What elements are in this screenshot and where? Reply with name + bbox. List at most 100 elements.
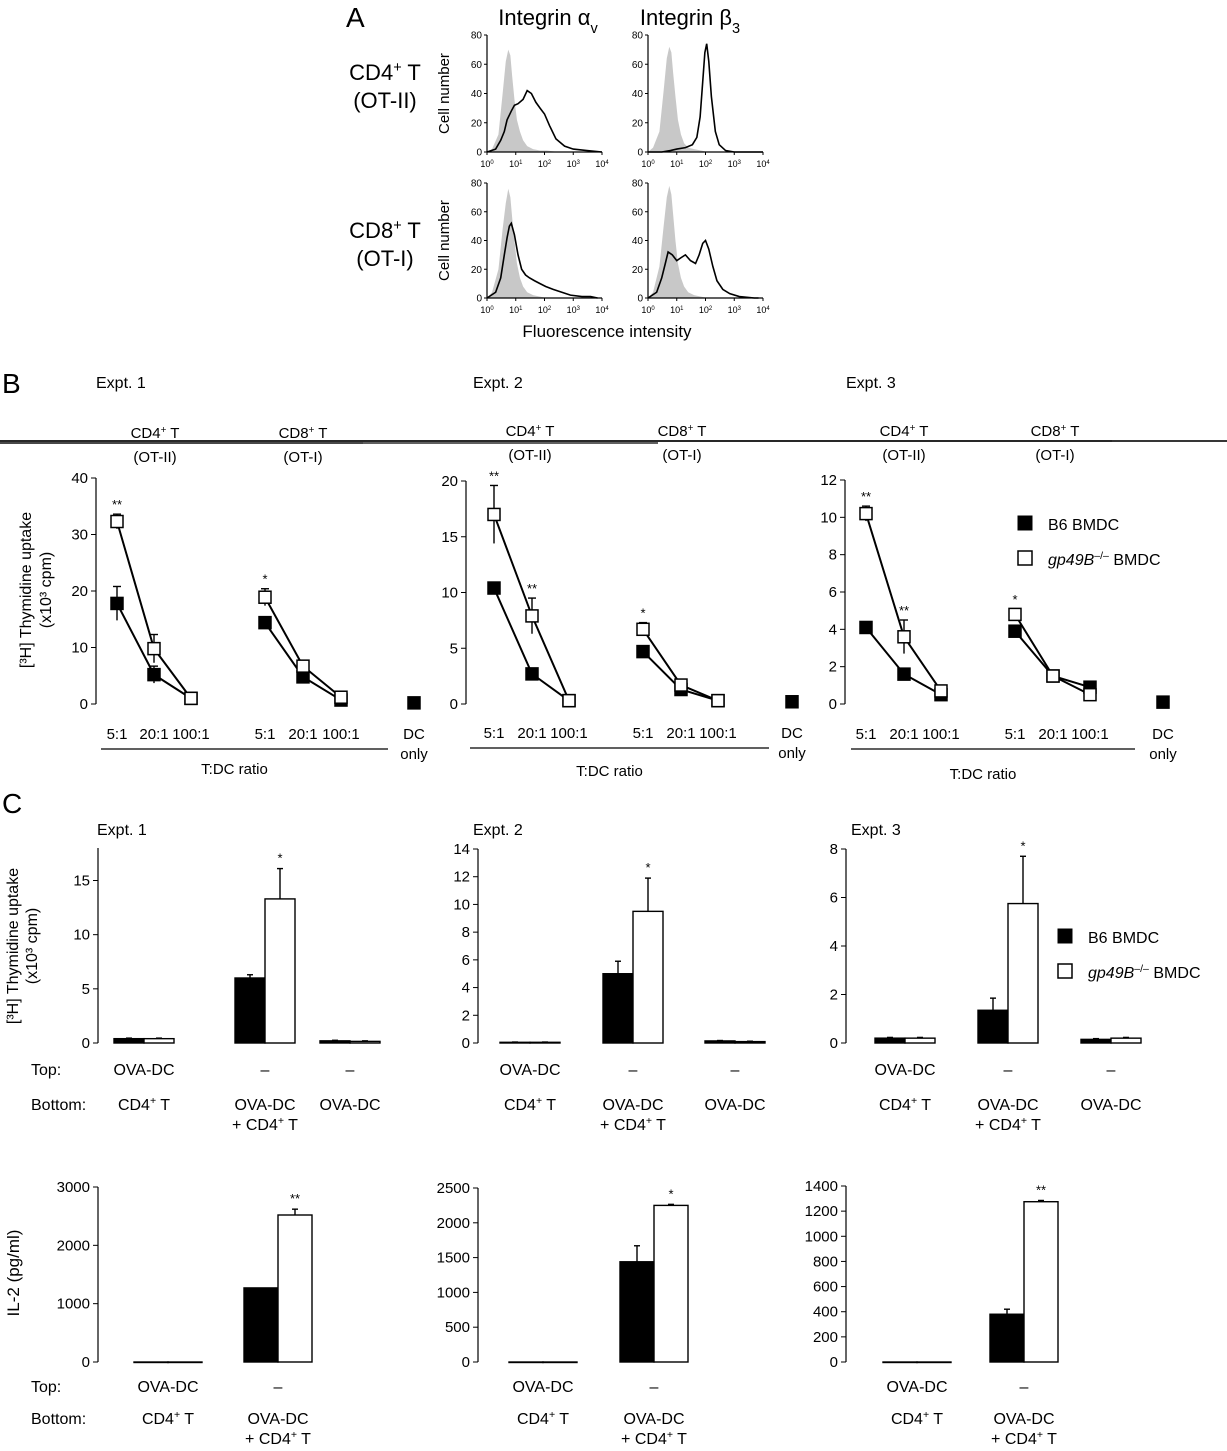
bar-b6 (508, 1361, 544, 1364)
significance-marker: ** (1036, 1182, 1046, 1197)
y-tick-label: 40 (471, 89, 483, 100)
tdc-label: T:DC ratio (950, 766, 1017, 783)
y-tick-label: 40 (632, 89, 644, 100)
bottom-row-label-2: + CD4+ T (600, 1115, 666, 1134)
bottom-row-label: CD4+ T (879, 1095, 931, 1114)
y-tick-label: 60 (632, 207, 644, 218)
y-tick-label: 5 (450, 640, 458, 657)
bar-b6 (133, 1361, 169, 1364)
bar-gp49b (653, 1204, 689, 1363)
significance-marker: ** (489, 468, 499, 483)
y-tick-label: 8 (829, 547, 837, 564)
significance-marker: * (277, 851, 282, 866)
group-label: CD8+ T (658, 423, 707, 441)
x-tick-label: 104 (756, 159, 770, 169)
y-tick-label: 0 (476, 294, 482, 305)
bottom-row-label-2: + CD4+ T (991, 1429, 1057, 1448)
group-sublabel: (OT-I) (662, 447, 701, 464)
y-tick-label: 15 (73, 873, 90, 890)
marker-gp49b (296, 659, 310, 673)
group-sublabel: (OT-I) (283, 449, 322, 466)
y-tick-label: 20 (471, 265, 483, 276)
top-row-title: Top: (31, 1062, 61, 1079)
y-tick-label: 1200 (805, 1203, 838, 1220)
y-tick-label: 10 (820, 509, 837, 526)
marker-b6 (487, 581, 501, 595)
y-tick-label: 600 (813, 1279, 838, 1296)
ratio-label: 100:1 (550, 725, 588, 742)
group-sublabel: (OT-I) (1035, 447, 1074, 464)
bar-b6 (977, 1009, 1009, 1044)
dc-only-label: DC (1152, 726, 1174, 743)
y-axis-label: IL-2 (pg/ml) (4, 1230, 23, 1317)
marker-b6 (859, 620, 873, 635)
legend-label-gp49b: gp49B–/– BMDC (1088, 963, 1201, 982)
y-tick-label: 0 (829, 696, 837, 713)
y-tick-label: 6 (830, 890, 838, 907)
y-tick-label: 0 (82, 1354, 90, 1371)
x-tick-label: 101 (509, 305, 523, 315)
group-label: CD4+ T (880, 423, 929, 441)
histogram-isotype-fill (487, 188, 602, 298)
y-tick-label: 0 (462, 1035, 470, 1052)
legend-swatch-b6 (1057, 928, 1073, 944)
top-row-label: OVA-DC (499, 1062, 560, 1079)
y-tick-label: 20 (441, 473, 458, 490)
bottom-row-label: OVA-DC (319, 1097, 380, 1114)
y-tick-label: 0 (450, 696, 458, 713)
ratio-label: 100:1 (922, 726, 960, 743)
y-tick-label: 200 (813, 1329, 838, 1346)
y-tick-label: 4 (829, 621, 837, 638)
y-tick-label: 2500 (437, 1180, 470, 1197)
row-title-sub: (OT-I) (356, 246, 413, 271)
bottom-row-label-2: + CD4+ T (245, 1429, 311, 1448)
ratio-label: 5:1 (1005, 726, 1026, 743)
y-tick-label: 10 (441, 585, 458, 602)
panel-a: Integrin αv Integrin β3 CD4+ T (OT-II) CD8+ … (349, 5, 770, 341)
bottom-row-label: OVA-DC (234, 1097, 295, 1114)
marker-gp49b (934, 684, 948, 698)
top-row-label: OVA-DC (874, 1062, 935, 1079)
x-tick-label: 101 (670, 159, 684, 169)
y-tick-label: 60 (471, 207, 483, 218)
top-row-label: – (1004, 1062, 1013, 1079)
panel-letter-b: B (2, 368, 21, 399)
legend-swatch-gp49b (1057, 963, 1073, 979)
top-row-label: – (346, 1062, 355, 1079)
top-row-label: – (261, 1062, 270, 1079)
group-label: CD8+ T (279, 425, 328, 443)
histogram-integrin-line (486, 221, 598, 299)
y-tick-label: 80 (632, 179, 644, 190)
x-tick-label: 102 (538, 159, 551, 169)
significance-marker: * (1012, 592, 1017, 607)
marker-b6 (525, 667, 539, 681)
significance-marker: ** (861, 489, 871, 504)
marker-b6 (897, 667, 911, 681)
marker-b6 (407, 696, 421, 710)
y-tick-label: 20 (632, 118, 644, 129)
column-title: Integrin β3 (640, 5, 740, 37)
ratio-label: 5:1 (856, 726, 877, 743)
y-axis-label: (x10³ cpm) (24, 908, 41, 984)
y-tick-label: 80 (471, 179, 483, 190)
significance-marker: ** (290, 1191, 300, 1206)
bottom-row-label-2: + CD4+ T (621, 1429, 687, 1448)
marker-gp49b (1008, 607, 1022, 622)
bar-b6 (234, 977, 266, 1044)
ratio-label: 20:1 (1038, 726, 1067, 743)
marker-gp49b (859, 506, 873, 521)
bottom-row-label: OVA-DC (704, 1097, 765, 1114)
experiment-title: Expt. 3 (846, 375, 896, 392)
bar-gp49b (1110, 1037, 1142, 1044)
y-tick-label: 2000 (57, 1237, 90, 1254)
marker-b6 (636, 644, 650, 659)
y-tick-label: 14 (453, 841, 470, 858)
bottom-row-label: CD4+ T (517, 1409, 569, 1428)
top-row-label: OVA-DC (512, 1379, 573, 1396)
x-tick-label: 104 (595, 159, 609, 169)
significance-marker: ** (899, 603, 909, 618)
bar-b6 (113, 1037, 145, 1044)
